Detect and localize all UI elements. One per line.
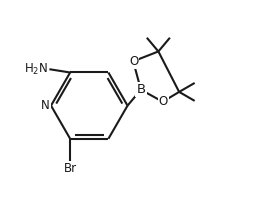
Text: B: B	[136, 83, 146, 96]
Text: O: O	[159, 95, 168, 108]
Text: Br: Br	[64, 162, 77, 175]
Text: O: O	[129, 55, 139, 68]
Text: H$_2$N: H$_2$N	[24, 62, 48, 77]
Text: N: N	[41, 99, 50, 112]
